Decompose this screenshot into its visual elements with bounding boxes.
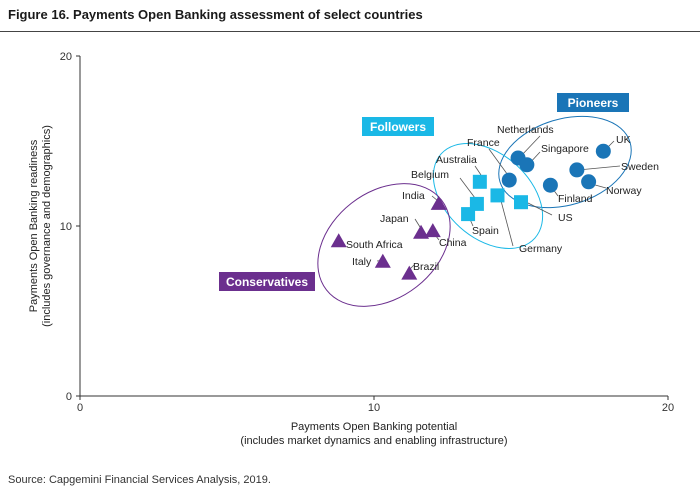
marker-norway bbox=[581, 174, 597, 190]
leader-line-germany bbox=[499, 196, 514, 247]
marker-china bbox=[424, 223, 441, 238]
y-axis-subtitle: (includes governance and demographics) bbox=[41, 125, 53, 327]
label-finland: Finland bbox=[558, 193, 593, 205]
conservatives-ellipse bbox=[317, 183, 451, 307]
label-italy: Italy bbox=[352, 256, 372, 268]
conservatives-label: Conservatives bbox=[226, 275, 308, 289]
marker-italy bbox=[374, 253, 391, 268]
label-singapore: Singapore bbox=[541, 143, 589, 155]
y-tick-label: 0 bbox=[66, 391, 72, 403]
x-axis-title: Payments Open Banking potential bbox=[291, 421, 457, 433]
marker-finland bbox=[542, 177, 558, 193]
label-brazil: Brazil bbox=[413, 261, 439, 273]
pioneers-label: Pioneers bbox=[568, 96, 619, 110]
y-axis-title: Payments Open Banking readiness bbox=[28, 139, 40, 312]
label-sweden: Sweden bbox=[621, 161, 659, 173]
leader-line-belgium bbox=[459, 177, 476, 199]
label-belgium: Belgium bbox=[411, 169, 449, 181]
x-tick-label: 20 bbox=[662, 402, 674, 414]
marker-france bbox=[501, 172, 517, 188]
followers-label-box bbox=[362, 117, 434, 136]
marker-australia bbox=[472, 174, 487, 189]
label-us: US bbox=[558, 212, 573, 224]
data-markers bbox=[330, 143, 611, 280]
label-china: China bbox=[439, 237, 467, 249]
conservatives-label-box bbox=[219, 272, 315, 291]
marker-us bbox=[514, 195, 528, 210]
leader-line-australia bbox=[474, 165, 482, 176]
marker-spain bbox=[461, 207, 476, 222]
marker-singapore bbox=[519, 157, 535, 173]
x-axis-subtitle: (includes market dynamics and enabling i… bbox=[240, 435, 507, 447]
y-tick-label: 20 bbox=[60, 51, 72, 63]
label-france: France bbox=[467, 137, 500, 149]
marker-brazil bbox=[401, 265, 418, 280]
label-netherlands: Netherlands bbox=[497, 124, 554, 136]
label-germany: Germany bbox=[519, 243, 563, 255]
x-tick-label: 0 bbox=[77, 402, 83, 414]
y-tick-label: 10 bbox=[60, 221, 72, 233]
point-labels: UK Netherlands Singapore Sweden France N… bbox=[346, 124, 659, 273]
label-australia: Australia bbox=[436, 154, 477, 166]
label-india: India bbox=[402, 190, 425, 202]
leader-line-sweden bbox=[577, 165, 621, 171]
marker-uk bbox=[595, 143, 611, 159]
x-tick-label: 10 bbox=[368, 402, 380, 414]
figure-title: Figure 16. Payments Open Banking assessm… bbox=[8, 7, 423, 22]
marker-south-africa bbox=[330, 233, 347, 248]
source-note: Source: Capgemini Financial Services Ana… bbox=[8, 474, 271, 486]
marker-japan bbox=[413, 224, 430, 239]
label-norway: Norway bbox=[606, 185, 642, 197]
leader-line-japan bbox=[414, 218, 421, 228]
marker-sweden bbox=[569, 162, 585, 178]
marker-india bbox=[430, 195, 447, 210]
pioneers-ellipse bbox=[498, 115, 632, 209]
label-uk: UK bbox=[616, 134, 631, 146]
label-south-africa: South Africa bbox=[346, 239, 403, 251]
label-japan: Japan bbox=[380, 213, 409, 225]
marker-germany bbox=[490, 188, 505, 203]
title-divider bbox=[0, 31, 700, 32]
label-spain: Spain bbox=[472, 225, 499, 237]
pioneers-label-box bbox=[557, 93, 629, 112]
followers-label: Followers bbox=[370, 120, 426, 134]
